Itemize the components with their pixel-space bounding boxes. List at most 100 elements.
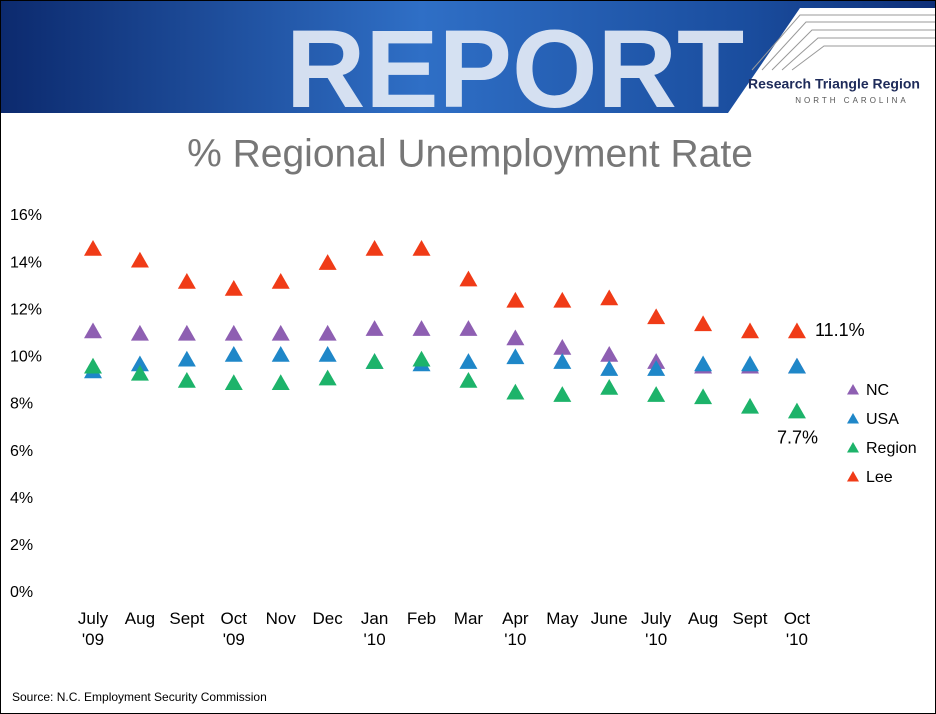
marker	[318, 254, 337, 270]
marker	[741, 355, 760, 372]
marker	[130, 251, 149, 268]
marker	[318, 369, 337, 386]
y-tick-label: 12%	[10, 301, 42, 318]
marker	[318, 346, 337, 362]
marker	[459, 270, 478, 287]
marker	[84, 322, 102, 339]
logo-subtext: NORTH CAROLINA	[795, 96, 908, 105]
x-tick-label: Oct '09	[220, 609, 247, 649]
marker	[600, 346, 619, 362]
marker	[694, 388, 713, 405]
marker	[177, 350, 196, 367]
x-tick-label: Jan '10	[360, 609, 389, 649]
marker	[318, 324, 337, 341]
logo-lines	[751, 14, 935, 71]
marker	[506, 383, 525, 400]
y-tick-label: 14%	[10, 254, 42, 271]
marker	[224, 324, 243, 341]
x-tick-label: July '10	[641, 609, 672, 649]
marker	[741, 322, 760, 339]
marker	[271, 272, 290, 289]
marker	[787, 402, 806, 419]
marker	[553, 338, 572, 355]
marker	[600, 379, 619, 395]
marker	[459, 371, 478, 388]
legend-marker	[847, 471, 859, 482]
marker	[647, 308, 666, 325]
marker	[271, 324, 290, 341]
banner-text: REPORT	[286, 8, 744, 131]
marker	[84, 357, 102, 374]
x-tick-label: Apr '10	[502, 609, 529, 649]
marker	[553, 386, 572, 402]
legend-label: Region	[866, 440, 917, 457]
data-label: 11.1%	[815, 320, 865, 340]
marker	[600, 360, 619, 376]
marker	[177, 324, 196, 341]
y-tick-label: 6%	[10, 443, 33, 460]
marker	[271, 374, 290, 391]
marker	[787, 357, 806, 374]
marker	[647, 386, 666, 402]
marker	[365, 353, 384, 369]
marker	[365, 239, 384, 256]
marker	[177, 371, 196, 388]
data-label: 7.7%	[777, 427, 818, 447]
marker	[553, 353, 572, 369]
y-tick-label: 2%	[10, 537, 33, 554]
y-tick-label: 16%	[10, 207, 42, 224]
x-tick-label: Feb	[406, 609, 437, 628]
marker	[224, 280, 243, 296]
y-tick-label: 10%	[10, 349, 42, 366]
marker	[84, 239, 102, 256]
marker	[271, 346, 290, 362]
x-tick-label: July '09	[77, 609, 109, 649]
x-tick-label: Aug	[124, 609, 156, 628]
marker	[130, 324, 149, 341]
marker	[553, 291, 572, 308]
legend-label: Lee	[866, 469, 893, 486]
marker	[741, 397, 760, 414]
marker	[365, 320, 384, 336]
marker	[130, 355, 149, 372]
x-tick-label: Aug	[687, 609, 719, 628]
marker	[224, 374, 243, 391]
logo-bg	[728, 8, 935, 113]
y-tick-label: 8%	[10, 396, 33, 413]
marker	[412, 320, 431, 336]
x-tick-label: Sept	[732, 609, 768, 628]
legend-marker	[847, 384, 859, 395]
y-tick-label: 0%	[10, 584, 33, 601]
source-note: Source: N.C. Employment Security Commiss…	[12, 690, 267, 704]
logo-text: Research Triangle Region	[748, 76, 920, 92]
marker	[694, 355, 713, 372]
x-tick-label: Sept	[169, 609, 205, 628]
x-tick-label: Nov	[265, 609, 296, 628]
x-tick-label: May	[546, 609, 579, 628]
marker	[506, 348, 525, 365]
legend-marker	[847, 442, 859, 453]
marker	[600, 289, 619, 306]
marker	[459, 320, 478, 336]
legend-marker	[847, 413, 859, 424]
marker	[177, 272, 196, 289]
marker	[412, 239, 431, 256]
legend-label: NC	[866, 382, 889, 399]
marker	[506, 291, 525, 308]
legend-label: USA	[866, 411, 899, 428]
y-tick-label: 4%	[10, 490, 33, 507]
marker	[506, 329, 525, 346]
marker	[647, 360, 666, 376]
x-tick-label: Dec	[312, 609, 343, 628]
marker	[459, 353, 478, 369]
marker	[224, 346, 243, 362]
marker	[412, 350, 431, 367]
marker	[694, 315, 713, 332]
marker	[787, 322, 806, 339]
x-tick-label: Oct '10	[783, 609, 811, 649]
chart-title: % Regional Unemployment Rate	[187, 132, 753, 175]
x-tick-label: Mar	[453, 609, 484, 628]
marker	[130, 364, 149, 381]
